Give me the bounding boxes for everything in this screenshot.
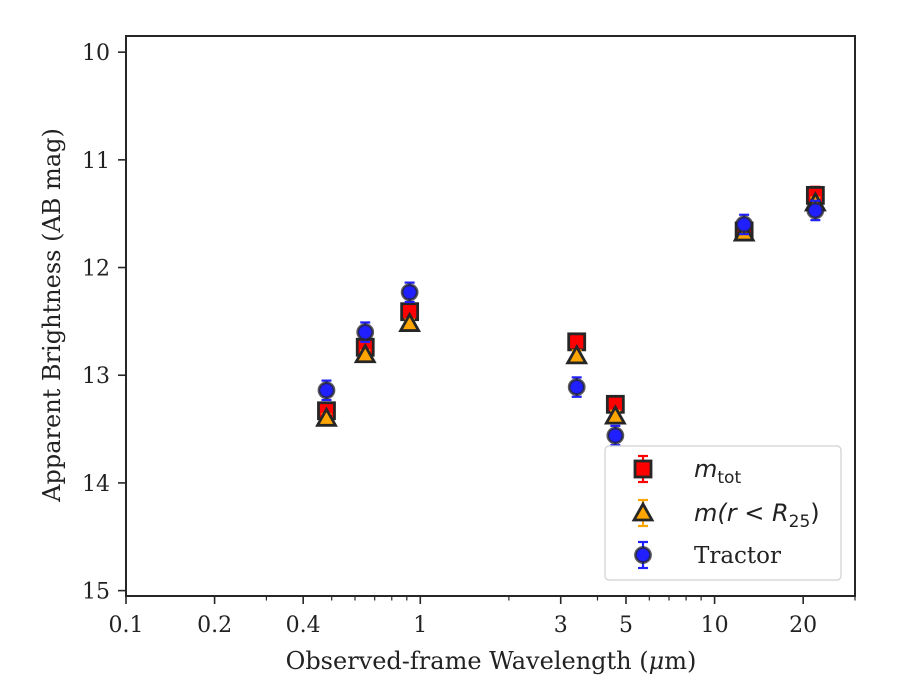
data-point-circle xyxy=(606,426,625,445)
y-tick-label: 10 xyxy=(82,41,110,66)
legend-marker-circle xyxy=(634,546,652,564)
data-point-circle xyxy=(356,323,375,342)
legend-label: m(r < R25) xyxy=(694,499,820,532)
x-axis-label-text: Observed-frame Wavelength ( xyxy=(286,647,649,675)
x-axis-label-unit: m) xyxy=(664,647,696,675)
y-tick-label: 11 xyxy=(82,149,110,174)
x-tick-label: 5 xyxy=(619,613,633,638)
legend-marker-square xyxy=(633,459,653,479)
y-axis-label: Apparent Brightness (AB mag) xyxy=(38,128,66,503)
y-tick-label: 12 xyxy=(82,257,110,282)
data-point-circle xyxy=(317,381,336,400)
legend-marker-triangle xyxy=(631,501,655,522)
x-tick-label: 0.2 xyxy=(197,613,232,638)
data-point-circle xyxy=(735,215,754,234)
data-point-triangle xyxy=(398,311,422,332)
x-tick-label: 20 xyxy=(789,613,817,638)
x-axis-label-mu: μ xyxy=(649,647,665,675)
x-tick-label: 1 xyxy=(413,613,427,638)
data-point-triangle xyxy=(565,343,589,365)
data-point-circle xyxy=(567,378,586,396)
plot-frame xyxy=(125,35,856,597)
data-point-circle xyxy=(400,283,419,302)
legend: mtot m(r < R25) Tractor xyxy=(604,445,842,581)
legend-label: Tractor xyxy=(694,543,781,569)
plot-area xyxy=(315,185,827,447)
data-point-triangle xyxy=(315,406,338,427)
y-tick-label: 13 xyxy=(82,364,110,389)
x-axis-label: Observed-frame Wavelength (μm) xyxy=(286,647,697,675)
x-tick-label: 3 xyxy=(554,613,568,638)
series-circle xyxy=(317,199,825,447)
data-point-triangle xyxy=(353,342,377,364)
data-point-triangle xyxy=(603,404,627,425)
y-tick-label: 15 xyxy=(82,580,110,605)
legend-box xyxy=(604,445,842,581)
x-tick-label: 0.4 xyxy=(286,613,321,638)
x-tick-label: 0.1 xyxy=(109,613,144,638)
data-point-circle xyxy=(806,201,825,220)
y-tick-label: 14 xyxy=(82,472,110,497)
x-tick-label: 10 xyxy=(701,613,729,638)
legend-label: mtot xyxy=(694,455,741,488)
